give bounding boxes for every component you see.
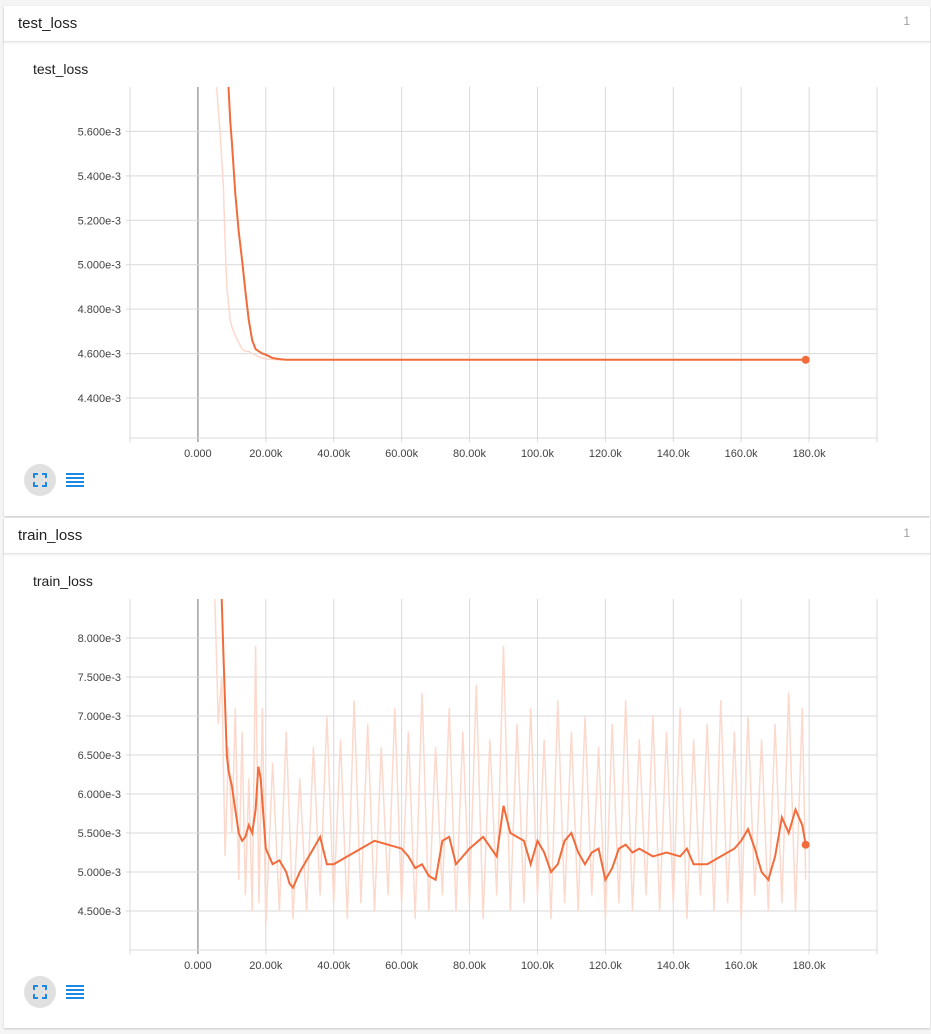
test-loss-chart[interactable]: 0.000 20.00k 40.00k 60.00k 80.00k 100.0k 120.0… bbox=[4, 6, 930, 466]
x-tick-label: 20.00k bbox=[249, 960, 283, 972]
x-tick-label: 140.0k bbox=[657, 960, 691, 972]
show-data-button[interactable] bbox=[65, 471, 85, 491]
series-group bbox=[214, 599, 807, 927]
x-tick-label: 180.0k bbox=[793, 448, 827, 460]
y-tick-label: 5.500e-3 bbox=[78, 828, 121, 840]
panel-header[interactable]: train_loss 1 bbox=[4, 518, 930, 554]
x-tick-label: 20.00k bbox=[249, 448, 283, 460]
x-tick-label: 100.0k bbox=[521, 448, 555, 460]
test-loss-panel: test_loss 1 test_loss 0.000 20.00k 40.00k 6… bbox=[4, 6, 930, 516]
y-tick-label: 4.500e-3 bbox=[78, 906, 121, 918]
y-tick-label: 7.500e-3 bbox=[78, 672, 121, 684]
x-tick-label: 0.000 bbox=[184, 960, 212, 972]
panel-header[interactable]: test_loss 1 bbox=[4, 6, 930, 42]
fullscreen-icon bbox=[33, 473, 47, 487]
chart-title: train_loss bbox=[33, 573, 93, 589]
expand-button[interactable] bbox=[24, 464, 56, 496]
x-tick-label: 160.0k bbox=[725, 448, 759, 460]
train-loss-chart[interactable]: 0.000 20.00k 40.00k 60.00k 80.00k 100.0k 120.0… bbox=[4, 518, 930, 978]
x-tick-label: 40.00k bbox=[317, 960, 351, 972]
x-tick-label: 140.0k bbox=[657, 448, 691, 460]
list-icon bbox=[66, 985, 84, 999]
y-tick-label: 7.000e-3 bbox=[78, 711, 121, 723]
train-loss-panel: train_loss 1 train_loss 0.000 20.00k 40.00… bbox=[4, 518, 930, 1028]
raw-series-line bbox=[215, 87, 806, 361]
panel-title: train_loss bbox=[18, 527, 83, 544]
x-tick-label: 40.00k bbox=[317, 448, 351, 460]
panel-title: test_loss bbox=[18, 15, 78, 32]
x-tick-label: 60.00k bbox=[385, 448, 419, 460]
y-tick-label: 5.000e-3 bbox=[78, 260, 121, 272]
y-tick-label: 4.400e-3 bbox=[78, 393, 121, 405]
fullscreen-icon bbox=[33, 985, 47, 999]
panel-count: 1 bbox=[903, 14, 910, 28]
series-group bbox=[215, 87, 806, 361]
x-tick-label: 180.0k bbox=[793, 960, 827, 972]
x-tick-label: 80.00k bbox=[453, 448, 487, 460]
y-tick-label: 5.600e-3 bbox=[78, 126, 121, 138]
smoothed-series-line bbox=[227, 87, 806, 361]
y-tick-label: 6.000e-3 bbox=[78, 789, 121, 801]
y-tick-label: 4.600e-3 bbox=[78, 349, 121, 361]
y-tick-label: 5.200e-3 bbox=[78, 215, 121, 227]
y-tick-label: 8.000e-3 bbox=[78, 633, 121, 645]
y-tick-label: 5.400e-3 bbox=[78, 171, 121, 183]
x-tick-label: 160.0k bbox=[725, 960, 759, 972]
x-tick-label: 120.0k bbox=[589, 960, 623, 972]
raw-series-line bbox=[214, 599, 807, 927]
list-icon bbox=[66, 473, 84, 487]
x-tick-label: 100.0k bbox=[521, 960, 555, 972]
y-tick-label: 5.000e-3 bbox=[78, 867, 121, 879]
y-tick-label: 4.800e-3 bbox=[78, 304, 121, 316]
expand-button[interactable] bbox=[24, 976, 56, 1008]
last-point-marker bbox=[801, 840, 810, 849]
smoothed-series-line bbox=[220, 599, 807, 890]
x-tick-label: 80.00k bbox=[453, 960, 487, 972]
show-data-button[interactable] bbox=[65, 983, 85, 1003]
panel-count: 1 bbox=[903, 526, 910, 540]
last-point-marker bbox=[801, 355, 810, 364]
chart-title: test_loss bbox=[33, 61, 89, 77]
x-tick-label: 120.0k bbox=[589, 448, 623, 460]
x-tick-label: 60.00k bbox=[385, 960, 419, 972]
x-tick-label: 0.000 bbox=[184, 448, 212, 460]
y-tick-label: 6.500e-3 bbox=[78, 750, 121, 762]
